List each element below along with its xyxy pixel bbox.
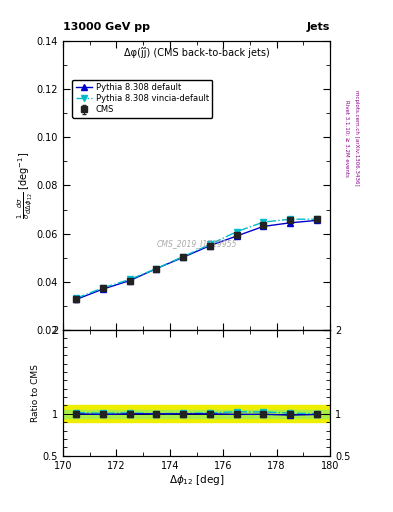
Line: Pythia 8.308 default: Pythia 8.308 default	[73, 218, 320, 302]
Pythia 8.308 default	[127, 278, 132, 284]
Pythia 8.308 vincia-default	[154, 266, 159, 272]
Y-axis label: $\frac{1}{\sigma}\frac{d\sigma}{d\Delta\phi_{12}}$ [deg$^{-1}$]: $\frac{1}{\sigma}\frac{d\sigma}{d\Delta\…	[16, 152, 35, 219]
Pythia 8.308 vincia-default	[314, 216, 319, 222]
Pythia 8.308 default	[101, 286, 105, 292]
Pythia 8.308 default	[288, 220, 292, 226]
Text: CMS_2019_I1719955: CMS_2019_I1719955	[156, 239, 237, 248]
Y-axis label: Ratio to CMS: Ratio to CMS	[31, 364, 40, 422]
Text: mcplots.cern.ch [arXiv:1306.3436]: mcplots.cern.ch [arXiv:1306.3436]	[354, 91, 359, 186]
Pythia 8.308 vincia-default	[234, 229, 239, 235]
Bar	[63, 406, 330, 422]
Legend: Pythia 8.308 default, Pythia 8.308 vincia-default, CMS: Pythia 8.308 default, Pythia 8.308 vinci…	[72, 80, 212, 118]
Line: Pythia 8.308 vincia-default: Pythia 8.308 vincia-default	[73, 217, 320, 301]
Pythia 8.308 default	[181, 254, 185, 260]
Text: Δφ(ĵĵ) (CMS back-to-back jets): Δφ(ĵĵ) (CMS back-to-back jets)	[124, 47, 269, 58]
Pythia 8.308 vincia-default	[288, 216, 292, 222]
X-axis label: $\Delta\phi_{12}$ [deg]: $\Delta\phi_{12}$ [deg]	[169, 473, 224, 487]
Pythia 8.308 default	[74, 296, 79, 303]
Text: 13000 GeV pp: 13000 GeV pp	[63, 23, 150, 32]
Pythia 8.308 vincia-default	[208, 242, 212, 248]
Pythia 8.308 vincia-default	[181, 253, 185, 260]
Pythia 8.308 vincia-default	[127, 276, 132, 283]
Pythia 8.308 default	[314, 217, 319, 223]
Pythia 8.308 default	[154, 266, 159, 272]
Bar	[63, 410, 330, 418]
Pythia 8.308 default	[234, 233, 239, 239]
Pythia 8.308 vincia-default	[74, 295, 79, 301]
Pythia 8.308 vincia-default	[261, 219, 266, 225]
Text: Jets: Jets	[307, 23, 330, 32]
Pythia 8.308 vincia-default	[101, 285, 105, 291]
Text: Rivet 3.1.10; ≥ 3.2M events: Rivet 3.1.10; ≥ 3.2M events	[344, 100, 349, 177]
Pythia 8.308 default	[261, 223, 266, 229]
Pythia 8.308 default	[208, 243, 212, 249]
